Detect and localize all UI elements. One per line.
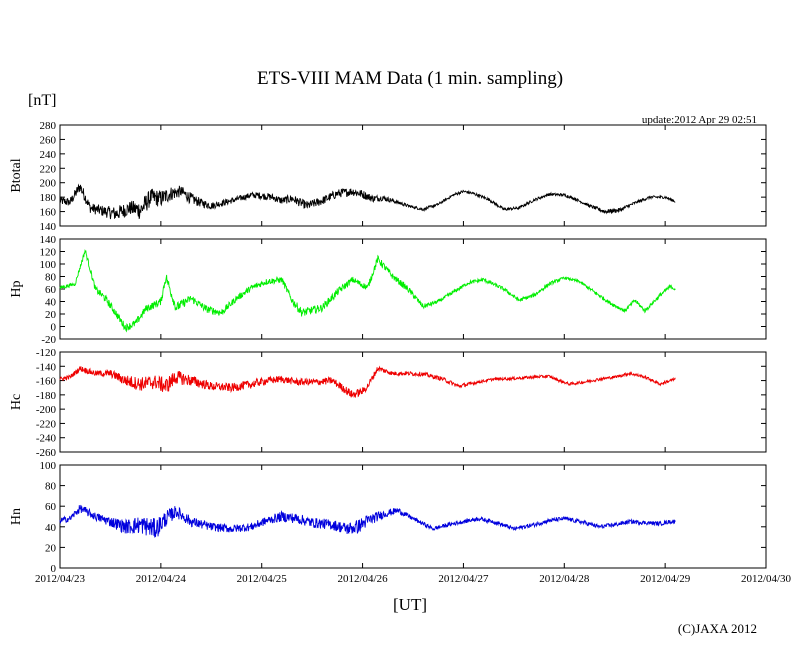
y-tick-label: 0 [51,563,57,575]
y-tick-label: 280 [40,120,57,132]
series-line-hn [59,504,676,538]
y-tick-label: 20 [45,542,57,554]
y-tick-label: -220 [36,418,57,430]
y-tick-label: 140 [40,221,57,233]
panel-frame [59,464,767,569]
chart-title: ETS-VIII MAM Data (1 min. sampling) [257,68,563,89]
panel-label-hp: Hp [9,280,24,297]
panel-label-hc: Hc [9,394,24,410]
x-tick-label: 2012/04/24 [136,573,187,585]
y-tick-label: 220 [40,163,57,175]
x-tick-label: 2012/04/28 [539,573,590,585]
panel-label-hn: Hn [9,508,24,525]
x-tick-label: 2012/04/26 [338,573,389,585]
y-tick-label: 200 [40,178,57,190]
y-tick-label: -260 [36,447,57,459]
y-tick-label: -160 [36,376,57,388]
x-axis-label: [UT] [393,595,427,614]
x-tick-label: 2012/04/30 [741,573,792,585]
y-tick-label: 40 [45,522,57,534]
y-tick-label: 160 [40,207,57,219]
y-tick-label: -20 [41,334,56,346]
panel-frame [59,351,767,453]
x-tick-label: 2012/04/23 [35,573,86,585]
x-tick-label: 2012/04/29 [640,573,691,585]
x-tick-label: 2012/04/27 [438,573,489,585]
y-tick-label: 60 [45,501,57,513]
panel-btotal: 140 160 180 200 220 240 260 280 Btotal [9,120,767,233]
y-tick-label: -200 [36,404,57,416]
y-tick-label: 20 [45,309,57,321]
y-tick-label: 80 [45,481,57,493]
copyright-text: (C)JAXA 2012 [678,621,757,636]
y-tick-label: 180 [40,192,57,204]
y-tick-label: 260 [40,134,57,146]
panel-frame [59,238,767,340]
panel-hc: -260 -240 -220 -200 -180 -160 -140 -120 Hc [9,347,767,459]
y-tick-label: 100 [40,259,57,271]
y-tick-label: 100 [40,460,57,472]
y-tick-label: 240 [40,149,57,161]
y-tick-label: 0 [51,322,57,334]
panel-label-btotal: Btotal [9,158,24,192]
y-tick-label: -140 [36,361,57,373]
series-line-btotal [59,183,676,220]
y-tick-label: -240 [36,433,57,445]
y-tick-label: -180 [36,390,57,402]
update-timestamp: update:2012 Apr 29 02:51 [642,114,757,126]
panels: 140160180200220240260280Btotal-200204060… [9,120,767,575]
panel-frame [59,124,767,227]
y-tick-label: 120 [40,247,57,259]
y-tick-label: 140 [40,234,57,246]
y-tick-label: 40 [45,297,57,309]
panel-hn: 0 20 40 60 80 100 Hn [9,460,767,575]
series-line-hp [59,248,676,333]
x-tick-label: 2012/04/25 [237,573,288,585]
series-line-hc [59,365,676,398]
y-unit-label: [nT] [28,92,56,109]
x-axis: 2012/04/23 2012/04/24 2012/04/25 2012/04/26… [35,573,792,585]
y-tick-label: -120 [36,347,57,359]
y-tick-label: 60 [45,284,57,296]
y-tick-label: 80 [45,272,57,284]
